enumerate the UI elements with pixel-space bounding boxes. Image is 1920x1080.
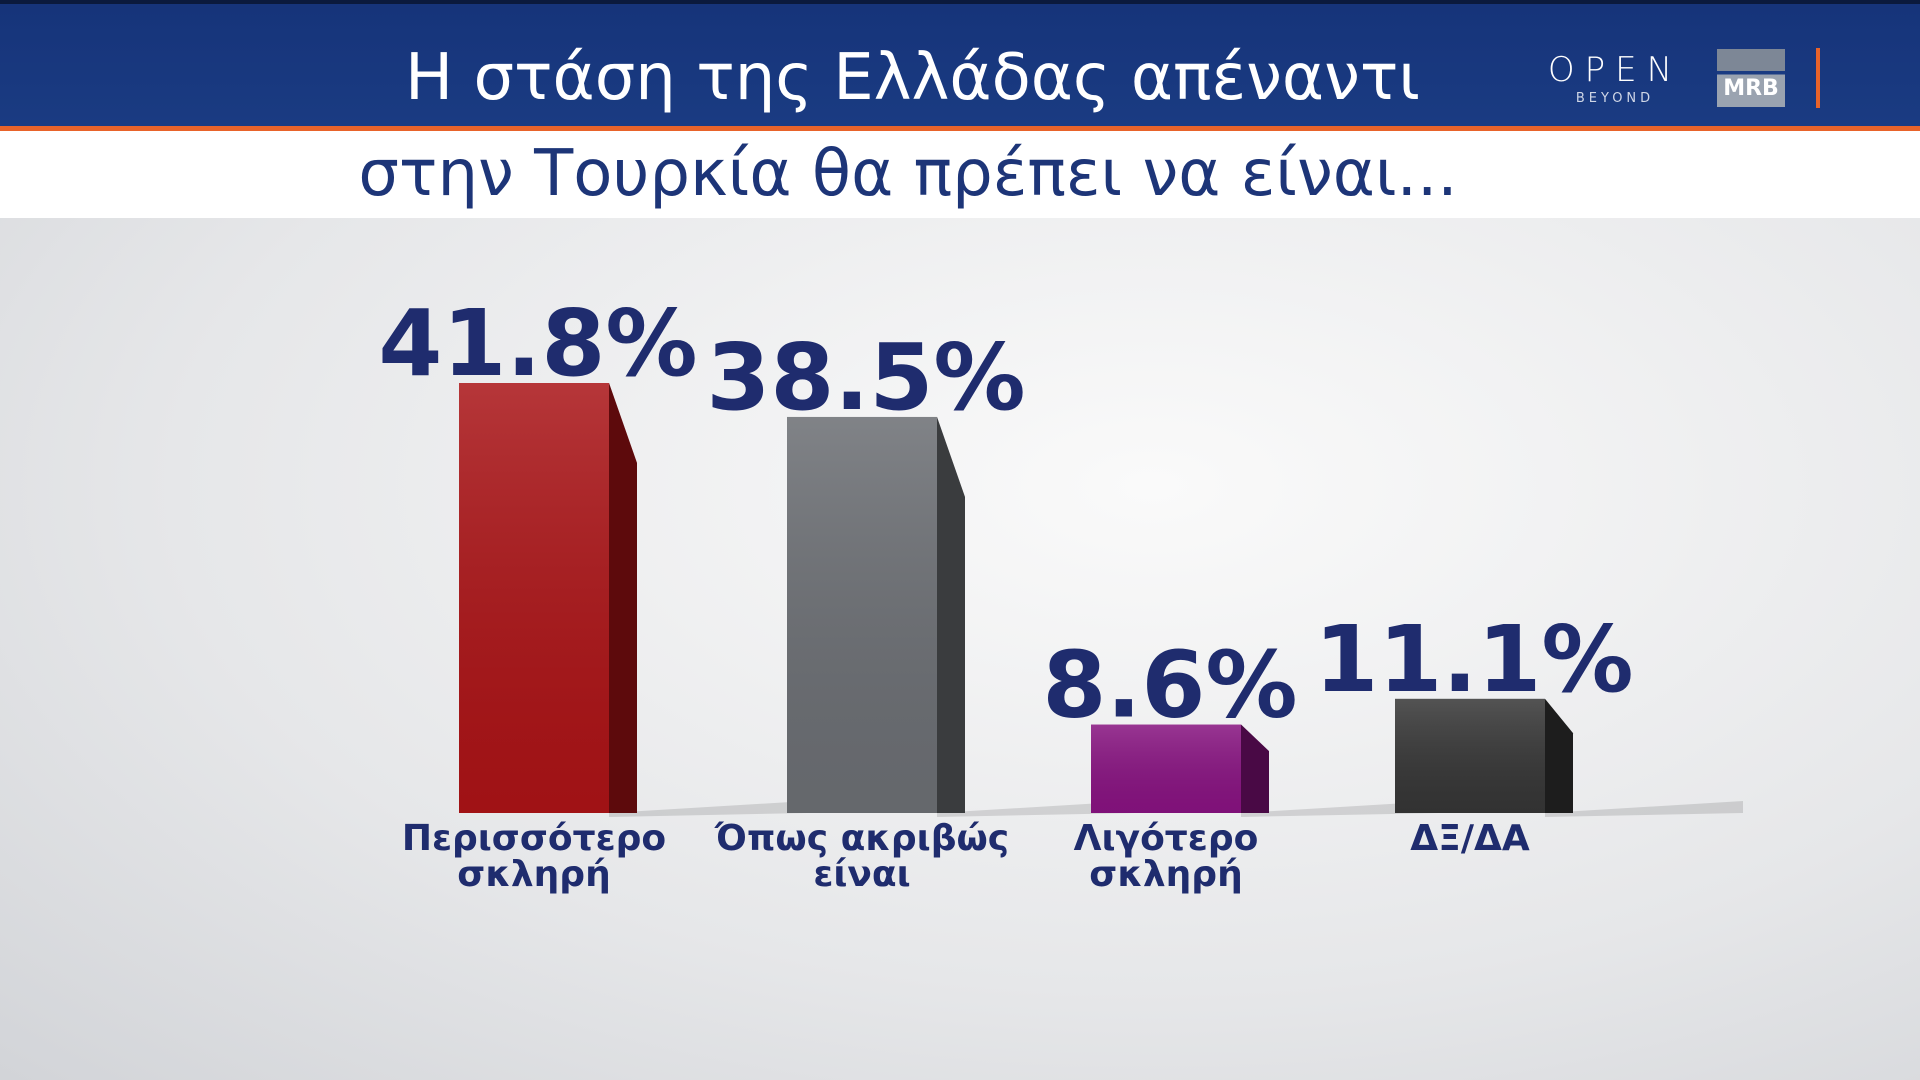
bar-side-dark [609, 383, 637, 813]
header-band [0, 0, 1920, 126]
bar-shadow [1241, 801, 1439, 817]
bar-side-dark [1545, 698, 1573, 813]
category-label: Όπως ακριβώς είναι [714, 818, 1010, 895]
value-label: 8.6% [1042, 632, 1297, 739]
logo-divider [1816, 48, 1820, 108]
category-label: Λιγότερο σκληρή [1073, 818, 1259, 895]
bar-front-shade [1395, 698, 1545, 813]
subtitle-band [0, 131, 1920, 218]
category-label: Περισσότερο σκληρή [401, 818, 667, 895]
bar-shadow [937, 801, 1135, 817]
header-stripe [0, 126, 1920, 131]
bar-side [1241, 724, 1269, 813]
bar [1395, 698, 1573, 813]
value-label: 38.5% [706, 324, 1025, 431]
bar-front-shade [787, 416, 937, 813]
bar-shadow [609, 801, 807, 817]
bar-front-shade [459, 383, 609, 813]
value-label: 11.1% [1314, 606, 1633, 713]
bar-side-dark [937, 416, 965, 813]
logo-beyond: BEYOND [1575, 91, 1655, 106]
bar-front-shade [1091, 724, 1241, 813]
bar-side [1545, 698, 1573, 813]
logo-mrb: MRB [1717, 49, 1785, 107]
bar-side-dark [1241, 724, 1269, 813]
bar [1091, 724, 1269, 813]
bar [459, 383, 637, 813]
bar-side [937, 416, 965, 813]
chart-subtitle: στην Τουρκία θα πρέπει να είναι... [358, 137, 1458, 211]
bar-side [609, 383, 637, 813]
logo-open: OPEN [1547, 50, 1683, 90]
bar [787, 416, 965, 813]
category-label: ΔΞ/ΔΑ [1410, 818, 1530, 859]
value-label: 41.8% [378, 290, 697, 397]
chart-title: Η στάση της Ελλάδας απέναντι [404, 41, 1421, 115]
bar-shadow [1545, 801, 1743, 817]
